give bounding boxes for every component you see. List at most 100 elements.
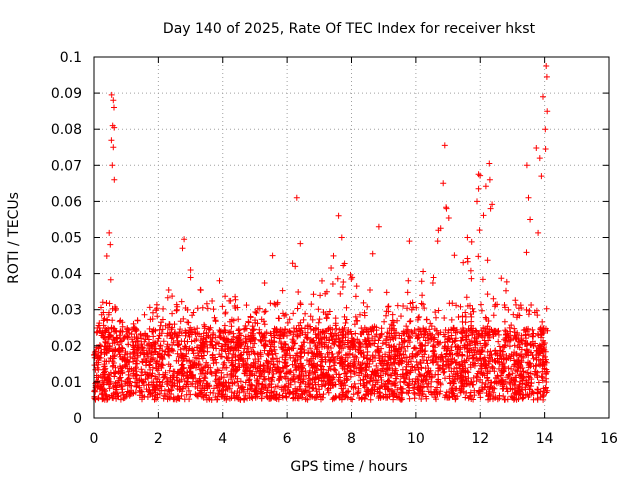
roti-point: [512, 367, 519, 373]
roti-point: [348, 331, 355, 338]
roti-point: [428, 336, 435, 343]
roti-point: [372, 381, 379, 388]
roti-point: [244, 361, 250, 368]
roti-point: [178, 376, 185, 383]
roti-point: [345, 388, 352, 395]
roti-point: [111, 176, 118, 183]
roti-point: [119, 323, 126, 330]
roti-point: [176, 383, 183, 390]
roti-point: [212, 378, 219, 385]
roti-point: [190, 350, 197, 357]
roti-point: [439, 362, 446, 369]
roti-point: [435, 330, 441, 337]
roti-point: [288, 345, 295, 352]
roti-point: [190, 309, 197, 316]
roti-point: [529, 388, 536, 395]
roti-point: [165, 348, 172, 355]
roti-point: [290, 310, 297, 317]
roti-point: [168, 382, 175, 389]
roti-point: [263, 393, 270, 400]
roti-point: [328, 356, 335, 363]
roti-point: [277, 332, 284, 339]
roti-point: [253, 368, 260, 375]
roti-point: [496, 352, 503, 359]
roti-point: [452, 359, 459, 366]
roti-point: [270, 370, 277, 377]
roti-point: [410, 385, 416, 392]
roti-point: [236, 352, 243, 359]
roti-point: [210, 331, 217, 338]
roti-point: [335, 350, 342, 357]
roti-point: [185, 387, 192, 394]
roti-point: [406, 380, 413, 387]
roti-point: [220, 330, 227, 337]
roti-point: [181, 378, 188, 384]
roti-point: [198, 353, 205, 360]
roti-point: [459, 313, 466, 320]
roti-point: [180, 315, 187, 322]
roti-point: [316, 339, 323, 345]
roti-point: [347, 271, 354, 278]
roti-point: [354, 336, 361, 343]
roti-point: [400, 328, 407, 335]
roti-point: [228, 362, 235, 369]
roti-point: [279, 364, 286, 371]
roti-point: [398, 335, 405, 342]
roti-point: [107, 276, 114, 283]
roti-point: [431, 326, 438, 332]
roti-point: [318, 358, 325, 365]
roti-point: [388, 347, 395, 354]
roti-point: [193, 336, 200, 343]
roti-point: [136, 392, 143, 399]
roti-point: [531, 368, 538, 375]
roti-point: [513, 314, 520, 321]
roti-point: [364, 343, 371, 350]
roti-point: [376, 334, 383, 341]
roti-point: [345, 343, 352, 350]
roti-point: [405, 333, 412, 340]
roti-point: [339, 389, 346, 396]
roti-point: [397, 379, 404, 385]
roti-point: [181, 236, 188, 243]
roti-point: [199, 382, 206, 389]
y-tick-label: 0.03: [51, 303, 82, 319]
roti-point: [105, 381, 112, 388]
roti-point: [404, 289, 411, 296]
roti-point: [310, 291, 317, 298]
roti-point: [247, 313, 254, 320]
roti-point: [241, 326, 248, 333]
roti-point: [449, 373, 456, 380]
roti-point: [384, 361, 391, 368]
roti-point: [392, 355, 399, 362]
roti-point: [414, 376, 421, 383]
roti-point: [194, 330, 201, 337]
roti-point: [339, 356, 346, 363]
roti-point: [421, 305, 428, 312]
roti-point: [534, 374, 541, 381]
roti-point: [290, 388, 297, 395]
y-tick-label: 0.1: [60, 50, 82, 66]
roti-point: [109, 355, 116, 362]
roti-point: [400, 351, 407, 358]
roti-point: [267, 300, 274, 307]
roti-point: [172, 329, 179, 336]
roti-point: [484, 257, 491, 264]
roti-point: [459, 352, 466, 359]
roti-point: [119, 386, 126, 393]
roti-point: [481, 384, 488, 391]
roti-point: [424, 360, 431, 367]
roti-point: [258, 338, 265, 345]
roti-point: [266, 347, 273, 354]
roti-point: [131, 334, 138, 341]
roti-point: [145, 336, 152, 343]
roti-point: [514, 343, 521, 350]
roti-point: [468, 313, 475, 320]
roti-point: [93, 329, 100, 336]
roti-point: [207, 324, 214, 331]
roti-point: [373, 362, 380, 369]
roti-point: [133, 383, 140, 389]
roti-point: [409, 363, 416, 370]
roti-point: [462, 313, 469, 320]
roti-point: [161, 373, 168, 380]
